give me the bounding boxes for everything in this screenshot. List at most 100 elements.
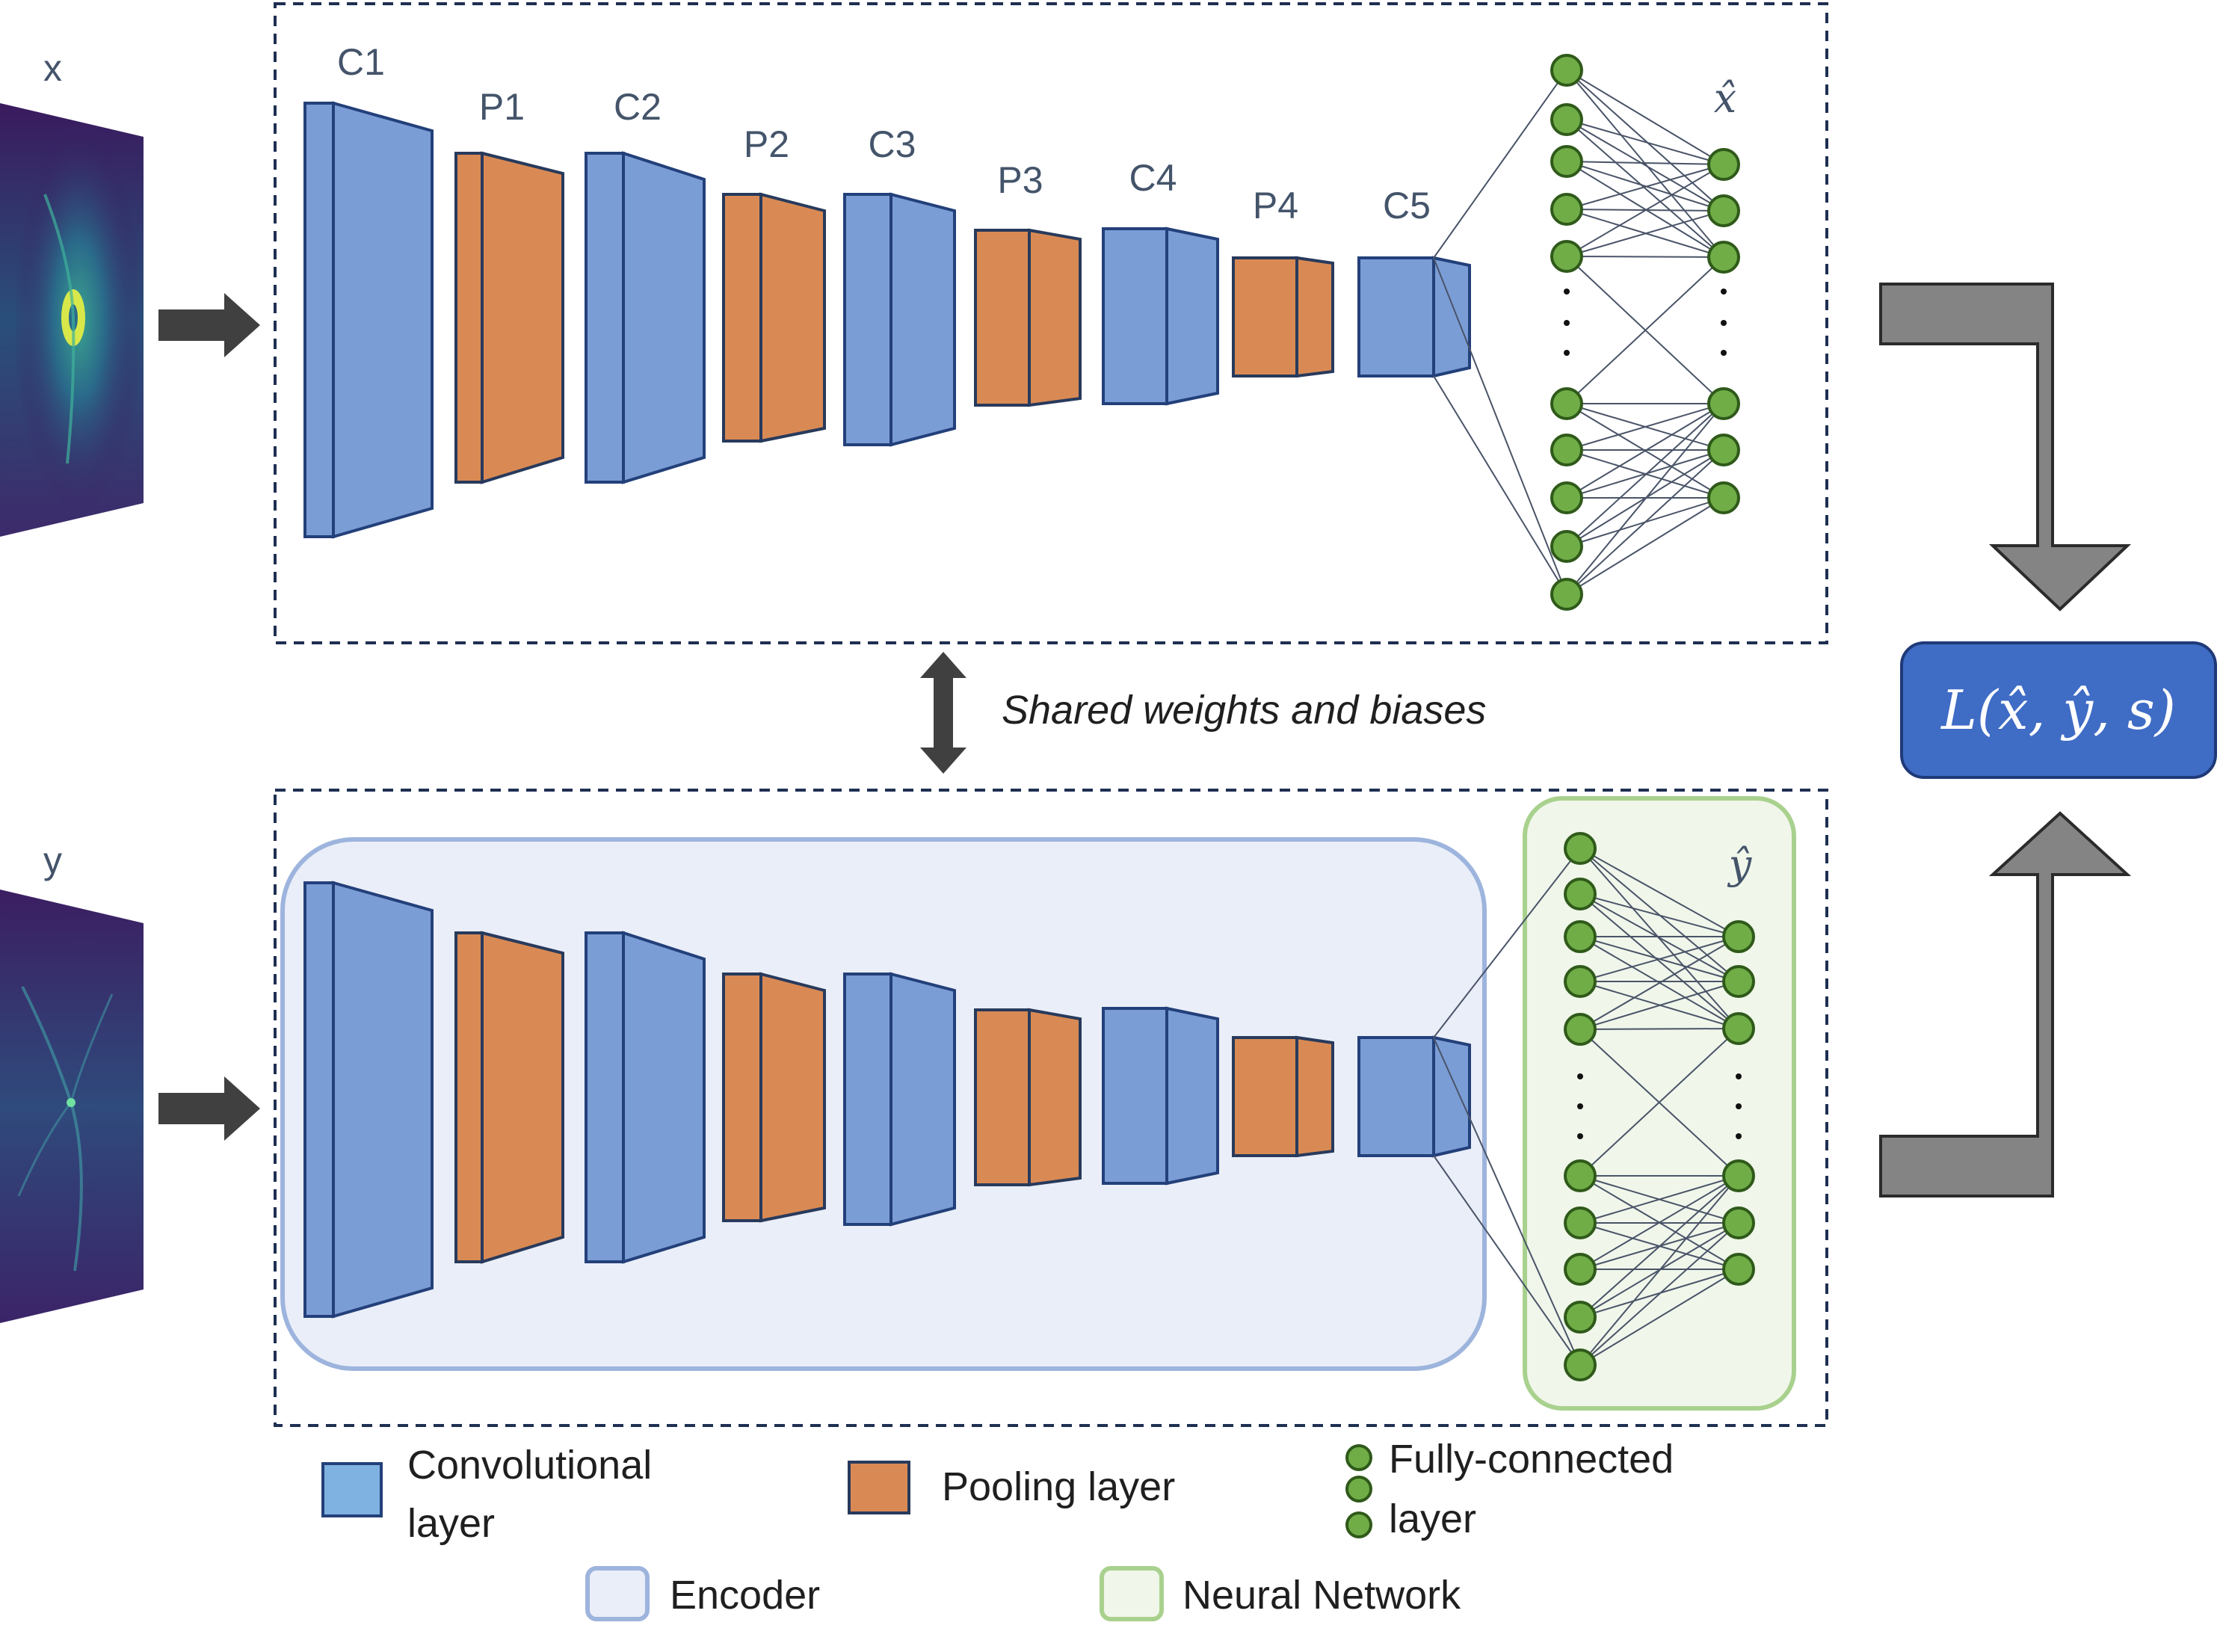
conv-layer-block [1102,226,1219,406]
fc-node [1564,1253,1597,1286]
bottom-output-arrow [1879,811,2132,1198]
top-output-arrow [1879,283,2132,611]
fc-node [1550,54,1583,87]
bottom-dashed-frame [274,789,1828,1427]
pool-layer-block [454,151,564,484]
layer-front-face [843,973,892,1226]
layer-front-face [974,1008,1031,1186]
ellipsis-dot [1564,289,1570,295]
layer-front-face [1232,1036,1298,1157]
fc-node [1722,1253,1755,1286]
fc-node [1707,481,1740,514]
conv-layer-block [1357,256,1471,378]
layer-side-face [332,881,434,1319]
bottom-layer-stack [303,881,1471,1319]
fc-node [1707,387,1740,420]
fc-node [1564,1349,1597,1381]
conv-layer-block [303,881,434,1319]
layer-side-face [481,151,564,484]
ellipsis-dot [1721,289,1727,295]
layer-front-face [303,881,335,1318]
pool-layer-block [1232,1035,1334,1158]
top-layer-stack: C1 P1 C2 P2 C3 P3 C4 P4 C5 [303,41,1471,539]
legend-conv-label-2: layer [407,1501,495,1546]
legend-fc-label-1: Fully-connected [1389,1437,1674,1482]
fc-node [1564,832,1597,865]
layer-label-c1: C1 [337,41,385,83]
ellipsis-dot [1577,1133,1583,1139]
fc-node [1550,145,1583,178]
fc-node [1707,241,1740,274]
layer-label-p1: P1 [479,86,525,128]
fc-node [1707,194,1740,227]
conv-layer-block [1357,1035,1471,1158]
fc-node [1722,965,1755,998]
fc-node [1564,965,1597,998]
layer-side-face [1295,1035,1334,1158]
fc-node [1564,1301,1597,1334]
fc-node [1707,434,1740,466]
legend-conv-label-1: Convolutional [407,1443,652,1488]
layer-label-p3: P3 [997,159,1043,201]
loss-label: L(x̂, ŷ, s) [1940,679,2176,742]
layer-front-face [454,152,484,484]
layer-side-face [1165,1006,1219,1186]
bottom-branch: y ŷ [0,789,1828,1427]
ellipsis-dot [1736,1103,1742,1109]
layer-front-face [1232,256,1298,377]
ellipsis-dot [1736,1133,1742,1139]
shared-weights-arrow [920,652,966,774]
layer-front-face [1357,256,1435,377]
layer-side-face [889,192,956,447]
fc-node [1550,530,1583,563]
layer-front-face [1357,1036,1435,1157]
layer-label-c2: C2 [614,86,662,128]
layer-label-p4: P4 [1253,185,1298,226]
layer-front-face [585,152,625,484]
layer-label-c3: C3 [869,123,916,165]
bottom-fully-connected [1433,832,1755,1381]
fc-node [1707,148,1740,181]
legend: Convolutional layer Pooling layer Fully-… [321,1437,1674,1621]
pool-layer-block [722,972,826,1223]
fc-node [1564,1159,1597,1192]
output-label-x-hat: x̂ [1714,75,1736,122]
legend-pool-label: Pooling layer [942,1464,1175,1509]
layer-side-face [1432,256,1471,378]
input-label-x: x [43,47,62,89]
fc-node [1550,387,1583,420]
input-arrow-bottom [158,1076,260,1141]
layer-front-face [585,931,625,1263]
fc-connections [1433,70,1724,595]
layer-front-face [722,193,762,443]
ellipsis-dot [1577,1073,1583,1079]
ellipsis-dot [1721,320,1727,326]
conv-layer-block [843,192,956,447]
legend-pool-swatch [848,1461,910,1514]
legend-fc-node-2 [1345,1476,1372,1502]
legend-fc-label-2: layer [1389,1497,1476,1541]
conv-layer-block [585,931,706,1264]
pool-layer-block [454,931,564,1264]
ellipsis-dot [1721,350,1727,356]
fc-node [1550,434,1583,466]
shared-weights-label: Shared weights and biases [1002,688,1486,733]
conv-layer-block [585,151,706,484]
pool-layer-block [974,228,1082,407]
conv-layer-block [843,972,956,1227]
layer-label-c5: C5 [1383,185,1431,226]
fc-node [1722,1159,1755,1192]
legend-encoder-swatch [585,1566,650,1621]
top-fully-connected [1433,54,1740,611]
ellipsis-dot [1564,320,1570,326]
layer-side-face [889,972,956,1227]
ellipsis-dot [1736,1073,1742,1079]
input-image-y [0,890,144,1323]
layer-front-face [303,102,335,538]
layer-side-face [622,151,706,484]
fc-node [1564,1013,1597,1046]
layer-side-face [481,931,564,1264]
legend-encoder-label: Encoder [670,1573,820,1618]
fc-node [1564,878,1597,910]
fc-node [1550,578,1583,611]
